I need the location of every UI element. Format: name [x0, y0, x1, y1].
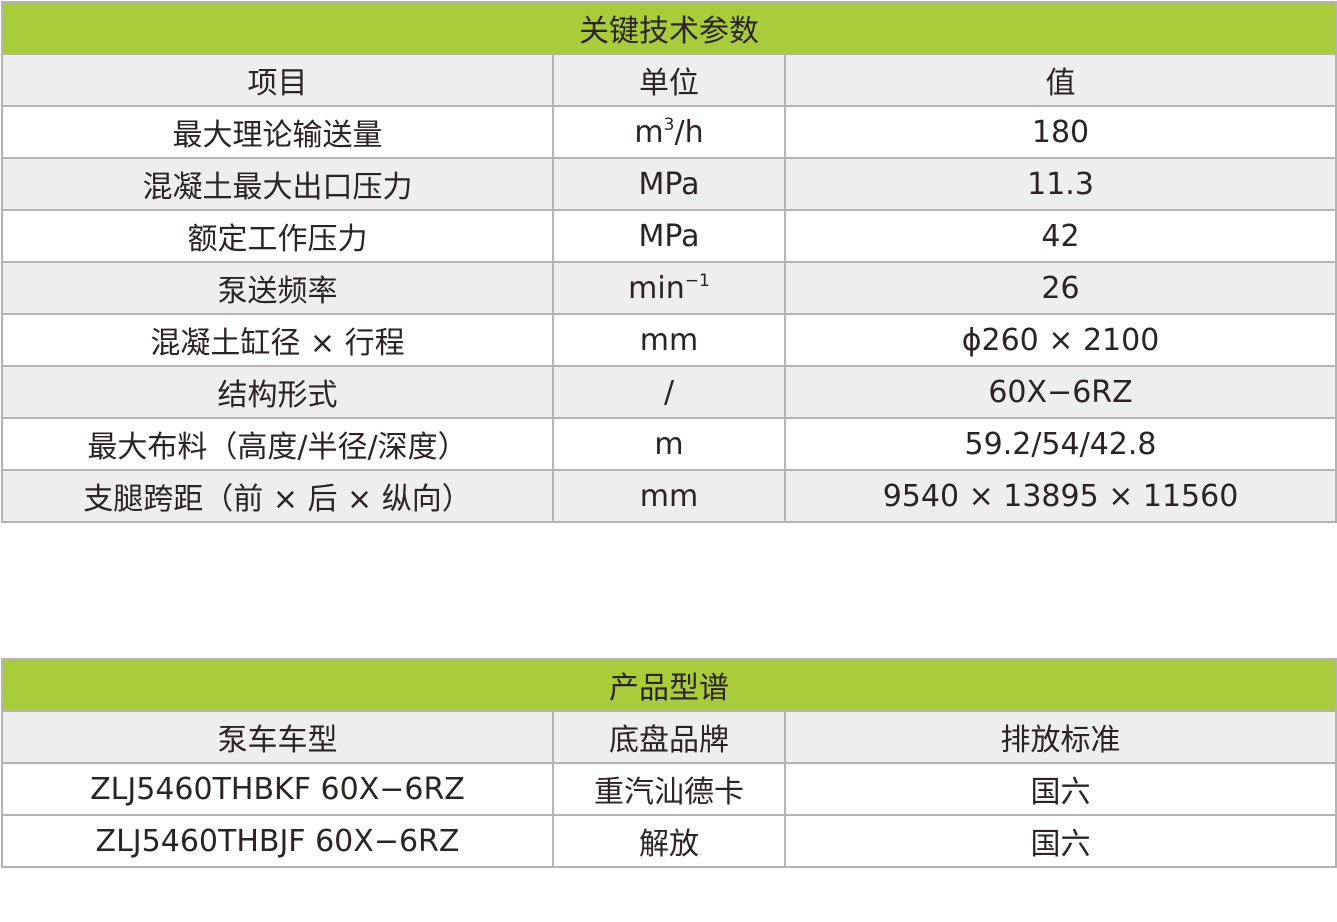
value-cell: 42	[783, 209, 1337, 263]
unit-cell: mm	[552, 313, 786, 367]
value-cell: 26	[783, 261, 1337, 315]
model-cell: ZLJ5460THBKF 60X−6RZ	[1, 762, 554, 816]
item-cell: 额定工作压力	[1, 209, 554, 263]
item-cell: 泵送频率	[1, 261, 554, 315]
table-title: 关键技术参数	[0, 1, 1337, 55]
value-cell: 180	[783, 105, 1337, 159]
table-row: 最大理论输送量 m3/h 180	[1, 105, 1337, 159]
table-row: ZLJ5460THBKF 60X−6RZ 重汽汕德卡 国六	[1, 762, 1337, 816]
column-header: 单位	[552, 53, 786, 107]
unit-base: mm	[639, 478, 699, 514]
unit-base: MPa	[638, 218, 700, 254]
unit-base: m	[654, 426, 684, 462]
item-cell: 混凝土最大出口压力	[1, 157, 554, 211]
chassis-cell: 重汽汕德卡	[552, 762, 786, 816]
table-row: 泵送频率 min−1 26	[1, 261, 1337, 315]
item-cell: 最大布料（高度/半径/深度）	[1, 417, 554, 471]
table-row: 支腿跨距（前 × 后 × 纵向） mm 9540 × 13895 × 11560	[1, 469, 1337, 523]
table-row: 结构形式 / 60X−6RZ	[1, 365, 1337, 419]
column-header: 排放标准	[783, 710, 1337, 764]
unit-cell: MPa	[552, 157, 786, 211]
unit-cell: mm	[552, 469, 786, 523]
header-row: 项目 单位 值	[1, 53, 1337, 107]
unit-sup: 3	[663, 114, 675, 135]
column-header: 项目	[1, 53, 554, 107]
table-row: 混凝土最大出口压力 MPa 11.3	[1, 157, 1337, 211]
unit-base: min	[628, 270, 685, 306]
value-cell: 60X−6RZ	[783, 365, 1337, 419]
item-cell: 最大理论输送量	[1, 105, 554, 159]
emission-cell: 国六	[783, 814, 1337, 868]
column-header: 底盘品牌	[552, 710, 786, 764]
value-cell: 59.2/54/42.8	[783, 417, 1337, 471]
column-header: 值	[783, 53, 1337, 107]
table-title-row: 关键技术参数	[0, 1, 1337, 55]
product-models-table: 产品型谱 泵车车型 底盘品牌 排放标准 ZLJ5460THBKF 60X−6RZ…	[0, 658, 1337, 868]
chassis-cell: 解放	[552, 814, 786, 868]
emission-cell: 国六	[783, 762, 1337, 816]
column-header: 泵车车型	[1, 710, 554, 764]
table-row: 额定工作压力 MPa 42	[1, 209, 1337, 263]
unit-cell: m3/h	[552, 105, 786, 159]
unit-cell: /	[552, 365, 786, 419]
unit-sup: −1	[684, 270, 710, 291]
unit-cell: MPa	[552, 209, 786, 263]
table-title: 产品型谱	[0, 658, 1337, 712]
value-cell: 11.3	[783, 157, 1337, 211]
unit-base: m	[634, 114, 664, 150]
key-specs-table: 关键技术参数 项目 单位 值 最大理论输送量 m3/h 180 混凝土最大出口压力 MP…	[0, 1, 1337, 523]
table-title-row: 产品型谱	[0, 658, 1337, 712]
table-row: 最大布料（高度/半径/深度） m 59.2/54/42.8	[1, 417, 1337, 471]
item-cell: 结构形式	[1, 365, 554, 419]
unit-base: MPa	[638, 166, 700, 202]
unit-tail: /h	[674, 114, 704, 150]
unit-base: /	[663, 374, 675, 410]
model-cell: ZLJ5460THBJF 60X−6RZ	[1, 814, 554, 868]
header-row: 泵车车型 底盘品牌 排放标准	[1, 710, 1337, 764]
value-cell: ϕ260 × 2100	[783, 313, 1337, 367]
unit-base: mm	[639, 322, 699, 358]
unit-cell: min−1	[552, 261, 786, 315]
value-cell: 9540 × 13895 × 11560	[783, 469, 1337, 523]
unit-cell: m	[552, 417, 786, 471]
item-cell: 混凝土缸径 × 行程	[1, 313, 554, 367]
table-row: 混凝土缸径 × 行程 mm ϕ260 × 2100	[1, 313, 1337, 367]
item-cell: 支腿跨距（前 × 后 × 纵向）	[1, 469, 554, 523]
table-row: ZLJ5460THBJF 60X−6RZ 解放 国六	[1, 814, 1337, 868]
